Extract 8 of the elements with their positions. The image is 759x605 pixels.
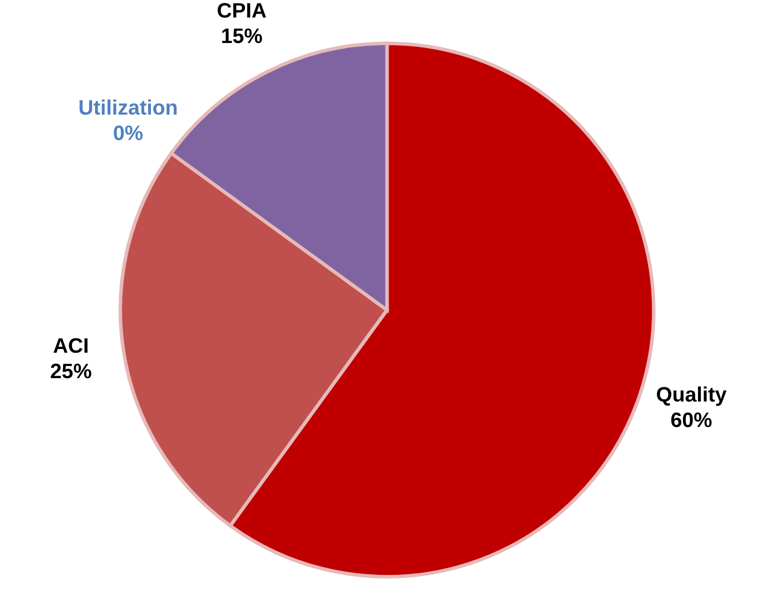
slice-label: Quality bbox=[656, 386, 727, 406]
data-label: 15% bbox=[222, 28, 262, 44]
data-label: 25% bbox=[50, 364, 92, 378]
slice-label: CPIA bbox=[218, 2, 266, 18]
text: 0% bbox=[114, 125, 143, 140]
slice-label: ACI bbox=[54, 338, 88, 353]
category-label: Utilization bbox=[80, 99, 177, 115]
data-label: 60% bbox=[671, 412, 712, 428]
